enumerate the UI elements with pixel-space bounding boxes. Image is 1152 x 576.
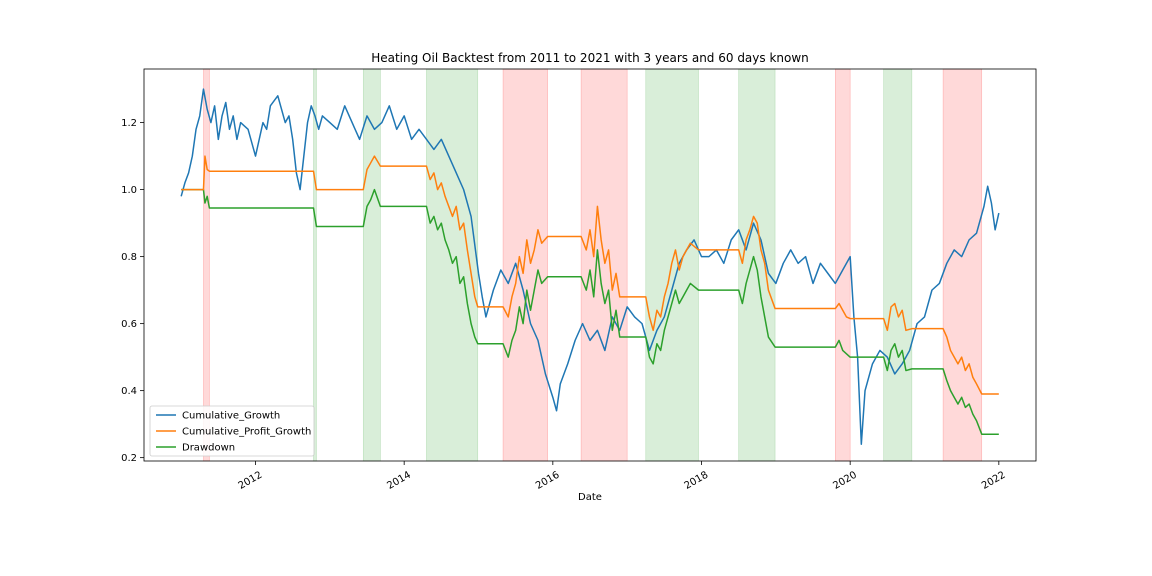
series-line-drawdown (181, 188, 999, 435)
plot-frame (143, 68, 1037, 462)
y-tick-label-1.0: 1.0 (121, 185, 137, 196)
y-tick-label-1.2: 1.2 (121, 118, 137, 129)
short-span-5 (580, 68, 628, 462)
short-span-10 (942, 68, 983, 462)
series-line-cumulative-profit-growth (181, 155, 999, 395)
short-span-4 (502, 68, 548, 462)
legend-box (149, 405, 315, 457)
series-line-cumulative-growth (180, 88, 1000, 445)
long-span-1 (313, 68, 317, 462)
legend-label-cumulative-growth: Cumulative_Growth (182, 411, 280, 422)
y-tick-label-0.8: 0.8 (121, 252, 137, 263)
legend-label-drawdown: Drawdown (182, 443, 235, 454)
long-span-2 (362, 68, 381, 462)
x-axis-label: Date (578, 492, 602, 503)
long-span-7 (738, 68, 776, 462)
short-span-0 (203, 68, 210, 462)
y-axis: 0.2 0.4 0.6 0.8 1.0 1.2 (121, 118, 144, 464)
legend-label-cumulative-profit-growth: Cumulative_Profit_Growth (182, 427, 311, 438)
y-tick-label-0.2: 0.2 (121, 453, 137, 464)
legend: Cumulative_Growth Cumulative_Profit_Growt… (149, 405, 315, 457)
span-layer (203, 68, 983, 462)
long-span-9 (883, 68, 913, 462)
y-tick-label-0.4: 0.4 (121, 386, 137, 397)
short-span-8 (834, 68, 851, 462)
chart-title: Heating Oil Backtest from 2011 to 2021 w… (371, 51, 809, 65)
y-tick-label-0.6: 0.6 (121, 319, 137, 330)
series-layer (180, 88, 1000, 445)
